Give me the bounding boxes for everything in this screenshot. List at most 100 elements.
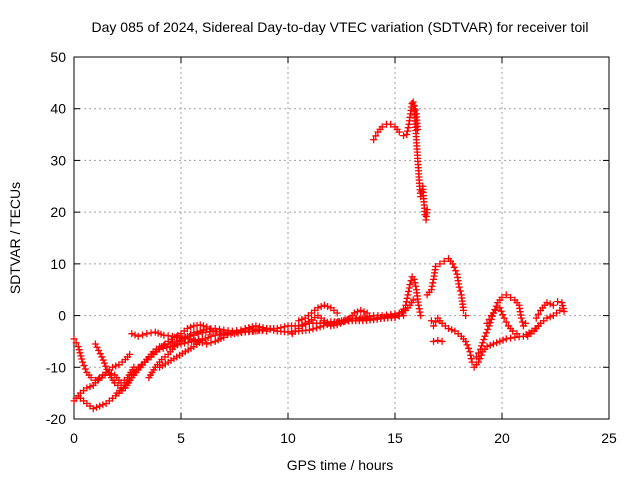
x-tick-label: 15 <box>387 430 403 446</box>
data-point <box>86 383 94 391</box>
data-point <box>99 401 107 409</box>
data-point <box>496 304 504 312</box>
data-point <box>558 299 566 307</box>
series-arc-s <box>430 336 446 345</box>
data-point <box>248 323 256 331</box>
data-point <box>474 358 482 366</box>
data-point <box>370 136 378 144</box>
x-tick-label: 5 <box>177 430 185 446</box>
data-point <box>410 275 418 283</box>
data-point <box>255 323 263 331</box>
chart-title: Day 085 of 2024, Sidereal Day-to-day VTE… <box>92 19 589 35</box>
data-point <box>252 322 260 330</box>
x-tick-label: 0 <box>70 430 78 446</box>
data-point <box>427 317 435 325</box>
y-tick-label: -20 <box>46 411 66 427</box>
data-point <box>387 120 395 128</box>
x-tick-label: 20 <box>494 430 510 446</box>
data-point <box>543 314 551 322</box>
data-point <box>507 293 515 301</box>
y-tick-label: 10 <box>50 256 66 272</box>
data-point <box>340 317 348 325</box>
data-point <box>96 402 104 410</box>
data-point <box>513 330 521 338</box>
data-point <box>479 339 487 347</box>
data-point <box>87 374 95 382</box>
data-point <box>402 301 410 309</box>
data-point <box>184 338 192 346</box>
data-point <box>400 132 408 140</box>
data-point <box>92 403 100 411</box>
data-point <box>466 348 474 356</box>
data-point <box>183 325 191 332</box>
x-axis-label: GPS time / hours <box>287 457 394 473</box>
data-point <box>500 314 508 322</box>
y-tick-label: 50 <box>50 49 66 65</box>
data-point <box>295 317 303 325</box>
data-point <box>467 351 475 359</box>
data-point <box>207 332 215 340</box>
data-point <box>518 318 526 326</box>
data-point <box>91 340 99 348</box>
data-point <box>79 358 87 366</box>
data-point <box>450 263 458 271</box>
data-point <box>411 106 419 114</box>
data-point <box>403 294 411 302</box>
data-point <box>409 296 417 304</box>
data-point <box>72 339 80 347</box>
data-point <box>128 330 136 338</box>
series-arc-v <box>524 298 568 340</box>
data-point <box>316 323 324 331</box>
data-point <box>436 260 444 268</box>
data-point <box>463 341 471 349</box>
data-point <box>554 298 562 306</box>
data-point <box>76 349 84 357</box>
data-point <box>411 279 419 287</box>
data-point <box>484 325 492 333</box>
data-point <box>196 327 204 335</box>
data-point <box>81 365 89 373</box>
data-point <box>263 325 271 332</box>
data-point <box>350 309 358 317</box>
data-point <box>98 353 106 361</box>
data-point <box>430 322 438 330</box>
data-point <box>354 308 362 316</box>
data-point <box>378 123 386 131</box>
data-point <box>478 342 486 350</box>
series-arc-t <box>472 291 530 361</box>
data-point <box>259 324 267 332</box>
data-point <box>502 291 510 299</box>
data-point <box>93 343 101 351</box>
data-point <box>324 303 332 311</box>
data-point <box>405 284 413 292</box>
data-point <box>348 315 356 323</box>
data-point <box>481 332 489 340</box>
data-point <box>427 286 435 294</box>
data-point <box>83 384 91 392</box>
data-point <box>509 327 517 335</box>
plot-frame <box>73 56 610 420</box>
y-axis: -20 -10 0 10 20 30 40 50 <box>46 49 609 427</box>
data-point <box>309 325 317 333</box>
series-arc-b <box>70 350 134 405</box>
data-point <box>482 329 490 337</box>
data-point <box>138 331 146 339</box>
data-point <box>320 301 328 309</box>
y-tick-label: 0 <box>58 308 66 324</box>
series-arc-p <box>408 100 421 133</box>
data-point <box>452 267 460 275</box>
data-point <box>241 325 249 332</box>
data-point <box>499 311 507 319</box>
data-point <box>333 309 341 317</box>
data-point <box>464 344 472 352</box>
data-point <box>100 359 108 367</box>
data-point <box>448 326 456 334</box>
y-axis-label: SDTVAR / TECUs <box>7 182 23 294</box>
data-point <box>134 332 142 340</box>
data-point <box>298 315 306 323</box>
data-point <box>416 308 424 316</box>
data-point <box>496 337 504 345</box>
data-point <box>406 281 414 289</box>
data-point <box>193 328 201 336</box>
